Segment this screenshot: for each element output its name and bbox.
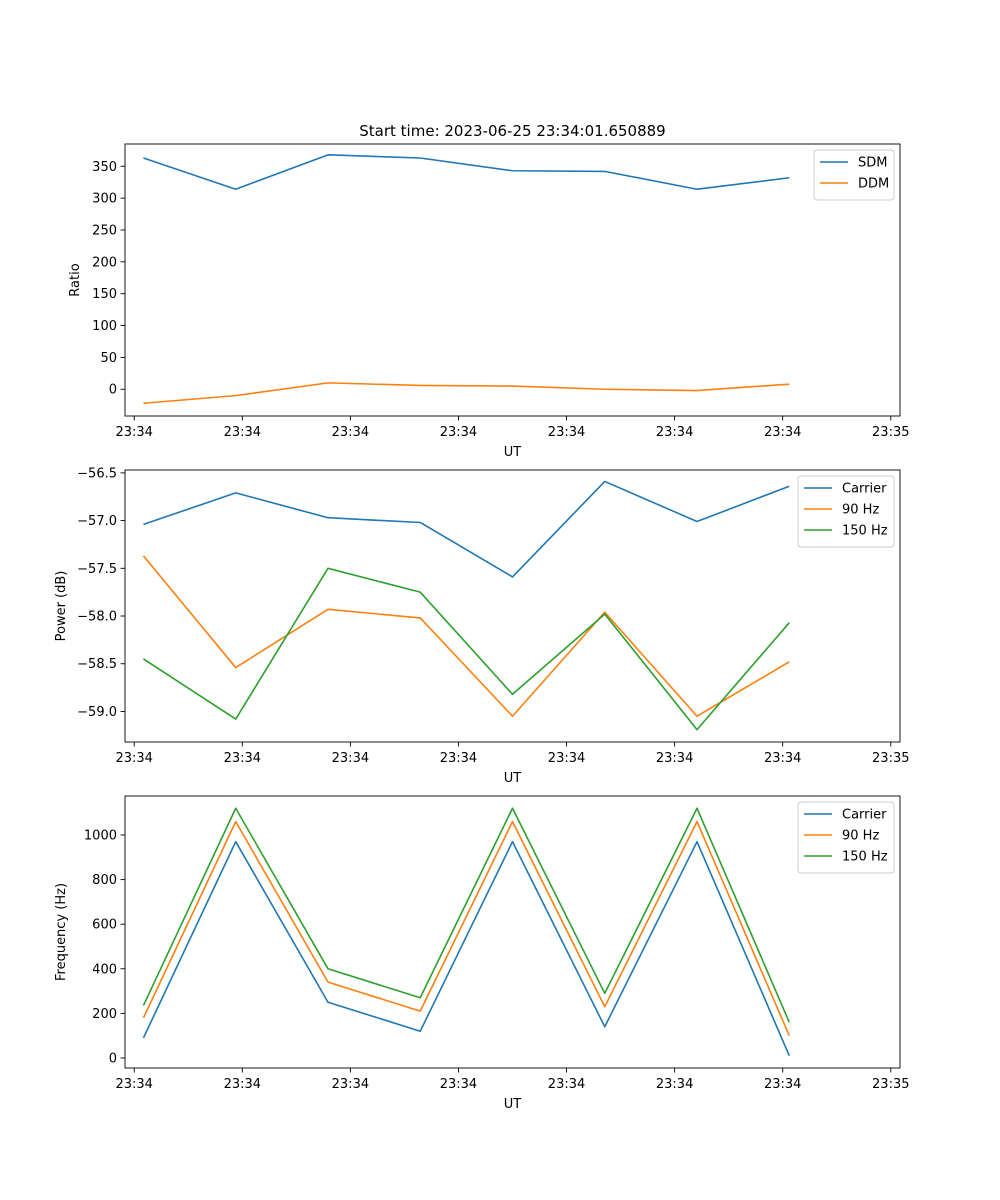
- power-y-tick-label: −58.0: [77, 610, 117, 625]
- power-legend-label-1: 90 Hz: [842, 503, 879, 518]
- power-x-tick-label: 23:34: [440, 751, 477, 766]
- ratio-x-tick-label: 23:34: [764, 425, 801, 440]
- power-legend: Carrier 90 Hz 150 Hz: [797, 475, 895, 548]
- power-y-tick-label: −59.0: [77, 705, 117, 720]
- ratio-y-tick-label: 200: [92, 255, 117, 270]
- power-y-tick-label: −57.5: [77, 562, 117, 577]
- power-x-tick-label: 23:34: [115, 751, 152, 766]
- ratio-x-tick-label: 23:34: [224, 425, 261, 440]
- ratio-y-tick-label: 250: [92, 223, 117, 238]
- frequency-y-tick-label: 1000: [84, 829, 117, 844]
- frequency-legend: Carrier 90 Hz 150 Hz: [797, 801, 895, 874]
- ratio-legend-label-0: SDM: [858, 156, 887, 171]
- frequency-x-tick-label: 23:34: [115, 1077, 152, 1092]
- ratio-legend: SDM DDM: [813, 149, 895, 201]
- ratio-x-tick-label: 23:35: [872, 425, 909, 440]
- power-x-axis-label: UT: [504, 771, 522, 786]
- ratio-legend-label-1: DDM: [858, 177, 889, 192]
- frequency-y-axis-label: Frequency (Hz): [54, 883, 69, 981]
- frequency-y-tick-label: 600: [92, 918, 117, 933]
- ratio-x-tick-label: 23:34: [440, 425, 477, 440]
- frequency-series-line-0: [142, 840, 791, 1057]
- frequency-y-tick-label: 200: [92, 1007, 117, 1022]
- frequency-x-axis-label: UT: [504, 1097, 522, 1112]
- power-series-line-1: [142, 555, 790, 718]
- frequency-series-line-1: [142, 820, 791, 1036]
- ratio-y-tick-label: 100: [92, 319, 117, 334]
- ratio-x-axis-label: UT: [504, 445, 522, 460]
- power-x-tick-label: 23:35: [872, 751, 909, 766]
- ratio-axes-frame: [124, 143, 901, 417]
- frequency-x-tick-label: 23:34: [764, 1077, 801, 1092]
- power-x-tick-label: 23:34: [548, 751, 585, 766]
- ratio-panel: 23:34 23:34 23:34 23:34 23:34 23:34 23:34 23:35…: [68, 143, 910, 460]
- ratio-y-tick-label: 50: [100, 351, 117, 366]
- ratio-y-tick-label: 150: [92, 287, 117, 302]
- ratio-y-axis-label: Ratio: [68, 263, 83, 296]
- ratio-x-tick-label: 23:34: [656, 425, 693, 440]
- power-panel: 23:34 23:34 23:34 23:34 23:34 23:34 23:34 23:35…: [54, 466, 910, 786]
- frequency-x-tick-label: 23:34: [440, 1077, 477, 1092]
- frequency-x-tick-label: 23:34: [224, 1077, 261, 1092]
- frequency-legend-label-2: 150 Hz: [842, 850, 888, 865]
- power-series-line-2: [143, 567, 790, 731]
- frequency-panel: 23:34 23:34 23:34 23:34 23:34 23:34 23:34 23:35…: [54, 795, 910, 1112]
- frequency-y-tick-label: 0: [109, 1051, 117, 1066]
- figure-title: Start time: 2023-06-25 23:34:01.650889: [359, 122, 665, 140]
- frequency-series-line-2: [142, 807, 791, 1023]
- power-x-tick-label: 23:34: [332, 751, 369, 766]
- ratio-x-tick-label: 23:34: [548, 425, 585, 440]
- ratio-y-tick-label: 300: [92, 192, 117, 207]
- frequency-axes-frame: [124, 795, 901, 1069]
- power-axes-frame: [124, 469, 901, 743]
- power-x-tick-label: 23:34: [764, 751, 801, 766]
- power-y-tick-label: −58.5: [77, 657, 117, 672]
- frequency-legend-label-0: Carrier: [842, 808, 887, 823]
- ratio-series-line-0: [143, 154, 790, 191]
- power-series-line-0: [143, 480, 790, 578]
- frequency-x-tick-label: 23:34: [548, 1077, 585, 1092]
- frequency-y-tick-label: 400: [92, 962, 117, 977]
- ratio-series-line-1: [143, 382, 790, 405]
- power-x-tick-label: 23:34: [656, 751, 693, 766]
- ratio-y-tick-label: 350: [92, 160, 117, 175]
- power-x-tick-label: 23:34: [224, 751, 261, 766]
- frequency-x-tick-label: 23:34: [656, 1077, 693, 1092]
- ratio-x-tick-label: 23:34: [332, 425, 369, 440]
- power-y-tick-label: −57.0: [77, 514, 117, 529]
- ratio-x-tick-label: 23:34: [115, 425, 152, 440]
- power-y-axis-label: Power (dB): [54, 571, 69, 642]
- frequency-x-tick-label: 23:35: [872, 1077, 909, 1092]
- power-legend-label-2: 150 Hz: [842, 524, 888, 539]
- ratio-y-tick-label: 0: [109, 383, 117, 398]
- frequency-y-tick-label: 800: [92, 873, 117, 888]
- frequency-legend-label-1: 90 Hz: [842, 829, 879, 844]
- frequency-x-tick-label: 23:34: [332, 1077, 369, 1092]
- power-y-tick-label: −56.5: [77, 466, 117, 481]
- power-legend-label-0: Carrier: [842, 482, 887, 497]
